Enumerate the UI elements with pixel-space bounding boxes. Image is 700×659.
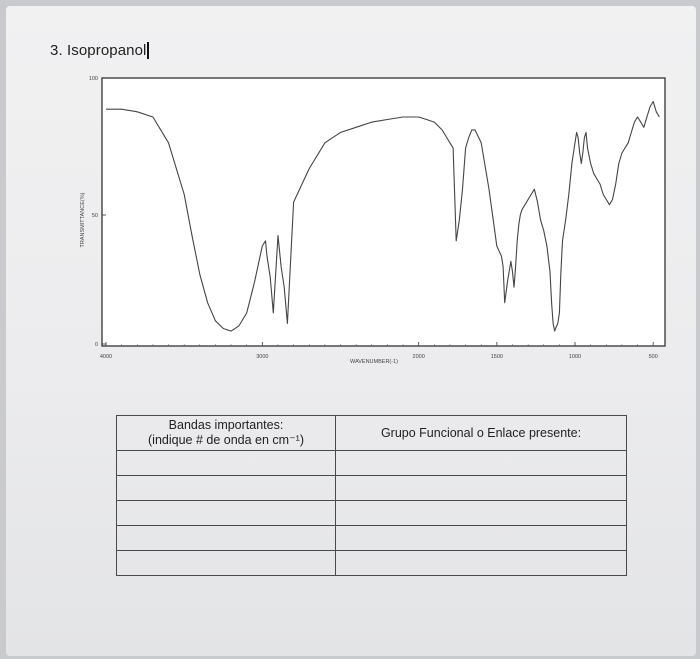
table-row bbox=[116, 475, 627, 501]
group-cell[interactable] bbox=[335, 450, 627, 476]
x-tick-label: 3000 bbox=[256, 354, 268, 360]
header-bands-line1: Bandas importantes: bbox=[168, 418, 284, 432]
table-row bbox=[116, 525, 627, 551]
text-cursor bbox=[147, 42, 150, 59]
table-row bbox=[116, 550, 627, 576]
group-cell[interactable] bbox=[335, 525, 627, 551]
ir-spectrum-chart: 4000 3000 2000 1500 1000 500 0 50 100 TRANSMITTA… bbox=[80, 76, 666, 365]
worksheet-page: 3. Isopropanol 4000 3000 2000 1500 1000 500 0 5… bbox=[6, 6, 696, 656]
band-cell[interactable] bbox=[116, 500, 336, 526]
group-cell[interactable] bbox=[335, 475, 627, 501]
x-tick-label: 1500 bbox=[491, 354, 503, 360]
spectrum-line bbox=[106, 100, 660, 332]
x-tick-label: 2000 bbox=[413, 354, 425, 360]
header-bands: Bandas importantes: (indique # de onda e… bbox=[116, 415, 336, 451]
y-tick-label: 0 bbox=[95, 342, 98, 348]
table-row bbox=[116, 500, 627, 526]
group-cell[interactable] bbox=[335, 550, 627, 576]
group-cell[interactable] bbox=[335, 500, 627, 526]
band-cell[interactable] bbox=[116, 525, 336, 551]
bands-table: Bandas importantes: (indique # de onda e… bbox=[116, 415, 627, 576]
question-heading: 3. Isopropanol bbox=[50, 42, 150, 59]
x-tick-label: 1000 bbox=[569, 354, 581, 360]
x-tick-label: 500 bbox=[649, 354, 658, 360]
y-tick-label: 50 bbox=[92, 213, 98, 219]
band-cell[interactable] bbox=[116, 450, 336, 476]
header-functional-group: Grupo Funcional o Enlace presente: bbox=[335, 415, 627, 451]
x-axis-label: WAVENUMBER(-1) bbox=[350, 359, 398, 365]
band-cell[interactable] bbox=[116, 550, 336, 576]
question-heading-text: 3. Isopropanol bbox=[50, 42, 147, 59]
table-header-row: Bandas importantes: (indique # de onda e… bbox=[116, 415, 627, 451]
y-tick-label: 100 bbox=[89, 76, 98, 82]
x-tick-label: 4000 bbox=[100, 354, 112, 360]
header-bands-line2: (indique # de onda en cm⁻¹) bbox=[148, 433, 304, 447]
plot-frame bbox=[101, 77, 666, 347]
table-row bbox=[116, 450, 627, 476]
band-cell[interactable] bbox=[116, 475, 336, 501]
y-axis-label: TRANSMITTANCE(%) bbox=[80, 192, 86, 247]
